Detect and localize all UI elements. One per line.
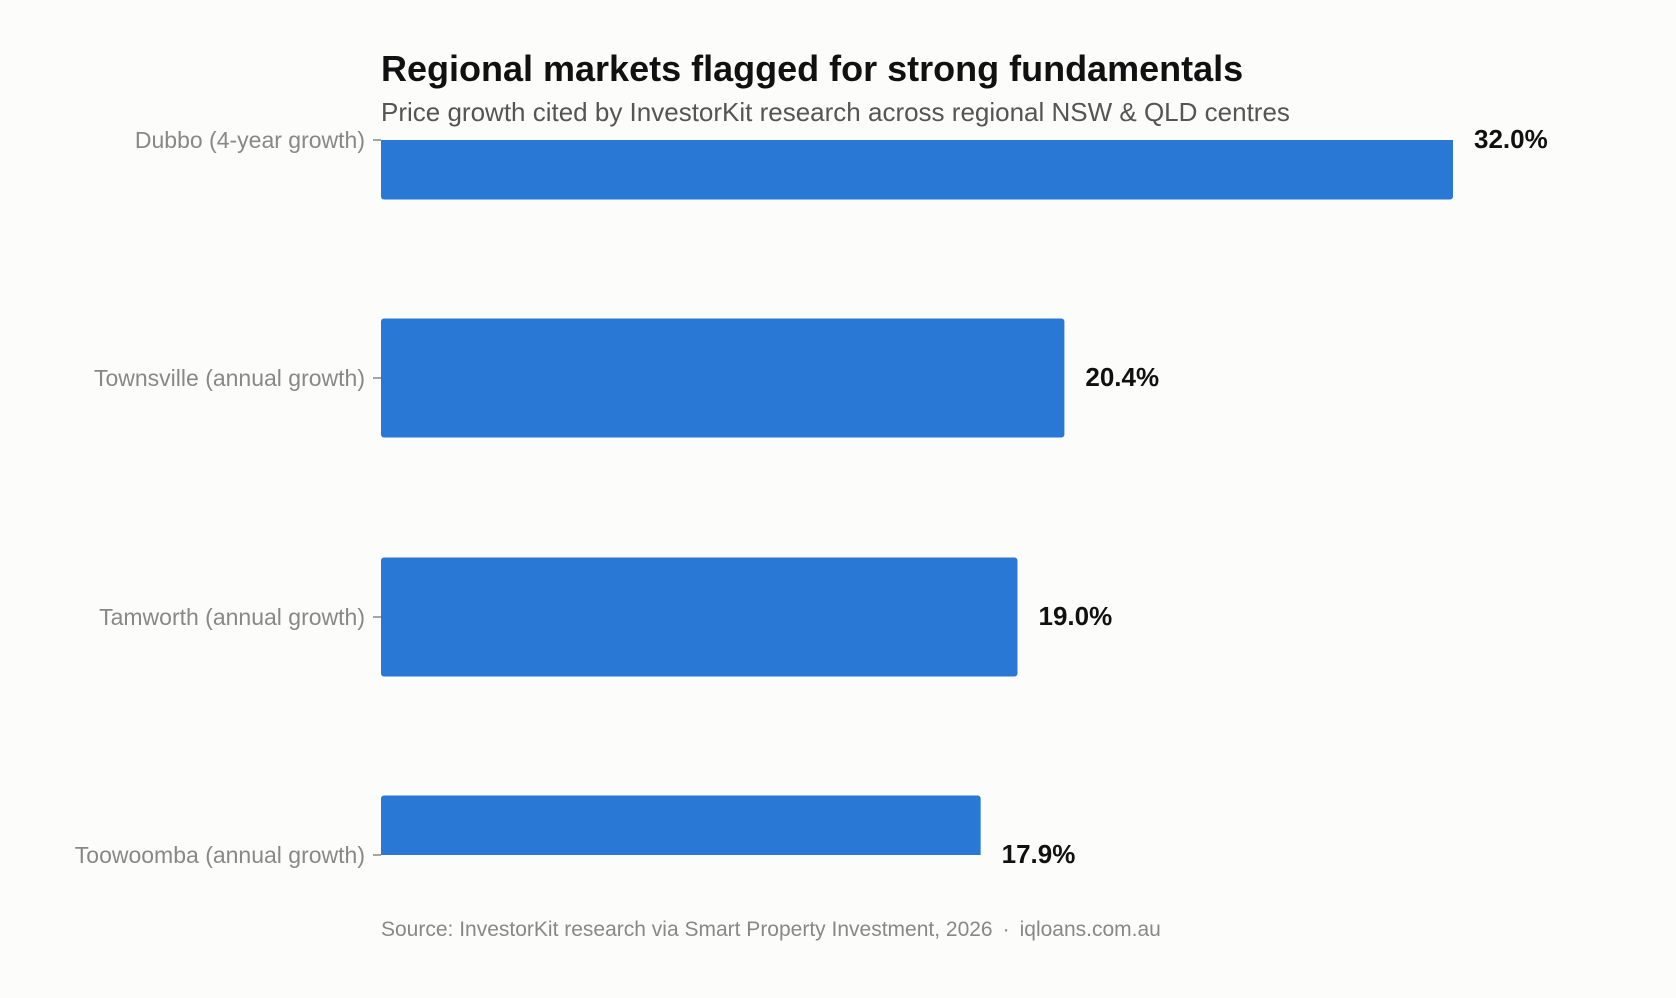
value-label-1: 20.4% (1085, 362, 1159, 392)
category-label-2: Tamworth (annual growth) (99, 604, 365, 630)
bar-0 (381, 140, 1453, 200)
source-text: Source: InvestorKit research via Smart P… (381, 918, 993, 941)
chart-source: Source: InvestorKit research via Smart P… (381, 918, 1161, 942)
category-label-1: Townsville (annual growth) (94, 365, 365, 391)
chart-subtitle: Price growth cited by InvestorKit resear… (381, 97, 1290, 127)
chart-title: Regional markets flagged for strong fund… (381, 48, 1244, 89)
value-label-0: 32.0% (1474, 124, 1548, 154)
bars-group (381, 140, 1453, 855)
category-label-0: Dubbo (4-year growth) (135, 127, 365, 153)
source-site: iqloans.com.au (1019, 918, 1161, 941)
bar-2 (381, 557, 1018, 677)
value-label-2: 19.0% (1039, 601, 1113, 631)
source-separator: · (1002, 918, 1010, 941)
category-label-3: Toowoomba (annual growth) (75, 842, 365, 868)
bar-1 (381, 318, 1065, 438)
bar-3 (381, 795, 981, 855)
value-label-3: 17.9% (1002, 839, 1076, 869)
